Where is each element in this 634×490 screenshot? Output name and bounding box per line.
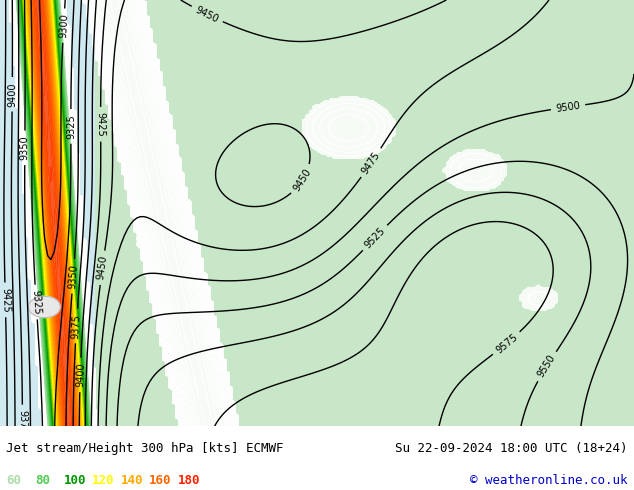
Text: 9375: 9375: [71, 313, 82, 339]
Text: 9450: 9450: [96, 255, 109, 281]
Text: 9425: 9425: [0, 288, 11, 313]
Text: 180: 180: [178, 474, 200, 487]
Text: 9300: 9300: [58, 13, 69, 38]
Text: 9525: 9525: [363, 225, 387, 250]
Text: 9500: 9500: [555, 100, 581, 114]
Text: 9450: 9450: [194, 4, 221, 24]
Text: © weatheronline.co.uk: © weatheronline.co.uk: [470, 474, 628, 487]
Text: Jet stream/Height 300 hPa [kts] ECMWF: Jet stream/Height 300 hPa [kts] ECMWF: [6, 442, 284, 455]
Text: 120: 120: [92, 474, 114, 487]
Text: 9400: 9400: [7, 82, 17, 106]
Circle shape: [29, 296, 60, 318]
Text: 9425: 9425: [96, 112, 106, 137]
Text: 100: 100: [63, 474, 86, 487]
Bar: [95, 0, 634, 426]
Text: 9325: 9325: [66, 114, 76, 139]
Text: Su 22-09-2024 18:00 UTC (18+24): Su 22-09-2024 18:00 UTC (18+24): [395, 442, 628, 455]
Text: 140: 140: [120, 474, 143, 487]
Text: 9350: 9350: [20, 135, 30, 160]
Text: 160: 160: [149, 474, 171, 487]
Text: 9400: 9400: [75, 363, 86, 387]
Text: 9450: 9450: [292, 167, 313, 193]
Text: 9575: 9575: [494, 332, 519, 355]
Text: 9475: 9475: [360, 150, 382, 176]
Text: 9350: 9350: [67, 264, 79, 289]
Polygon shape: [0, 0, 95, 426]
Text: 9550: 9550: [536, 353, 557, 379]
Text: 9375: 9375: [17, 410, 27, 435]
Text: 9325: 9325: [30, 290, 42, 315]
Text: 60: 60: [6, 474, 22, 487]
Text: 80: 80: [35, 474, 50, 487]
